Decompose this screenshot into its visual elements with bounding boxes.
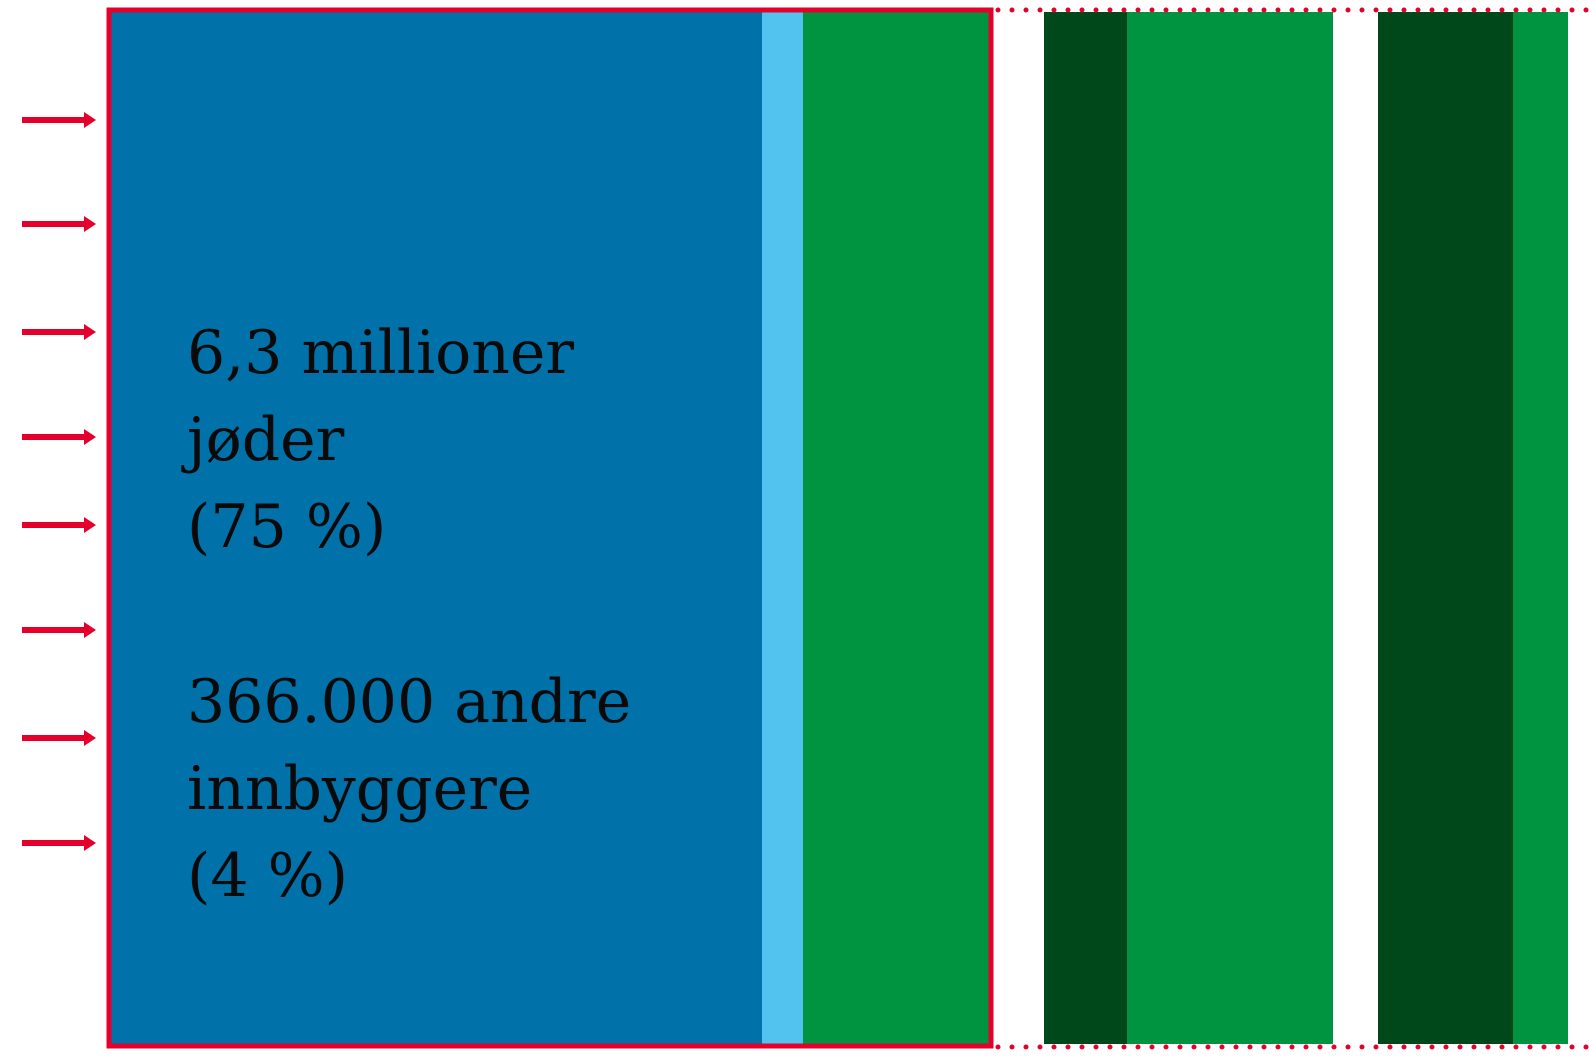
- dark-green-strip: [1378, 12, 1513, 1044]
- arrow: [22, 112, 96, 128]
- arrow: [22, 622, 96, 638]
- arrows: [22, 112, 96, 851]
- arrow: [22, 324, 96, 340]
- arrow: [22, 835, 96, 851]
- arrow: [22, 730, 96, 746]
- text-line: innbyggere: [187, 754, 532, 824]
- green-strip: [1513, 12, 1568, 1044]
- arrow: [22, 517, 96, 533]
- text-line: 366.000 andre: [187, 667, 631, 737]
- arrow: [22, 429, 96, 445]
- blue-block: [110, 12, 762, 1044]
- text-line: (4 %): [187, 841, 348, 911]
- light-blue-strip: [762, 12, 803, 1044]
- green-strip: [803, 12, 990, 1044]
- dark-green-strip: [1044, 12, 1127, 1044]
- green-strip: [1127, 12, 1333, 1044]
- text-line: jøder: [181, 405, 345, 475]
- arrow: [22, 216, 96, 232]
- red-frame: [106, 7, 994, 1049]
- text-line: (75 %): [187, 492, 386, 562]
- text-line: 6,3 millioner: [187, 318, 574, 388]
